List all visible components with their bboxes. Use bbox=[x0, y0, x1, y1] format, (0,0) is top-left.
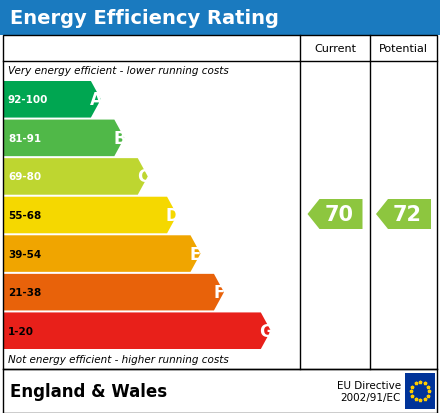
Text: Very energy efficient - lower running costs: Very energy efficient - lower running co… bbox=[8, 66, 229, 76]
Text: D: D bbox=[165, 206, 179, 224]
Text: Not energy efficient - higher running costs: Not energy efficient - higher running co… bbox=[8, 354, 229, 364]
Polygon shape bbox=[308, 199, 363, 230]
Text: 1-20: 1-20 bbox=[8, 326, 34, 336]
Text: 69-80: 69-80 bbox=[8, 172, 41, 182]
Text: EU Directive: EU Directive bbox=[337, 380, 401, 390]
Text: Energy Efficiency Rating: Energy Efficiency Rating bbox=[10, 9, 279, 27]
Text: 81-91: 81-91 bbox=[8, 133, 41, 143]
Polygon shape bbox=[3, 120, 125, 157]
Text: 55-68: 55-68 bbox=[8, 211, 41, 221]
Text: E: E bbox=[190, 245, 201, 263]
Polygon shape bbox=[3, 197, 177, 234]
Text: F: F bbox=[213, 283, 225, 301]
Text: Potential: Potential bbox=[379, 44, 428, 54]
Bar bbox=[405, 373, 435, 409]
Text: B: B bbox=[113, 130, 126, 147]
Polygon shape bbox=[3, 313, 271, 349]
Text: 70: 70 bbox=[324, 204, 353, 224]
Polygon shape bbox=[3, 82, 101, 118]
Text: 72: 72 bbox=[393, 204, 422, 224]
Text: C: C bbox=[137, 168, 149, 186]
Polygon shape bbox=[376, 199, 431, 230]
Text: England & Wales: England & Wales bbox=[10, 382, 167, 400]
Bar bbox=[0, 369, 440, 413]
Bar bbox=[3, 36, 437, 369]
Text: 92-100: 92-100 bbox=[8, 95, 48, 105]
Polygon shape bbox=[3, 236, 201, 272]
Polygon shape bbox=[3, 274, 224, 311]
Polygon shape bbox=[3, 159, 148, 195]
Text: 21-38: 21-38 bbox=[8, 287, 41, 297]
Text: 2002/91/EC: 2002/91/EC bbox=[341, 392, 401, 402]
Text: 39-54: 39-54 bbox=[8, 249, 41, 259]
Bar bbox=[0, 0, 440, 36]
Text: Current: Current bbox=[314, 44, 356, 54]
Text: A: A bbox=[89, 91, 103, 109]
Text: G: G bbox=[259, 322, 273, 340]
